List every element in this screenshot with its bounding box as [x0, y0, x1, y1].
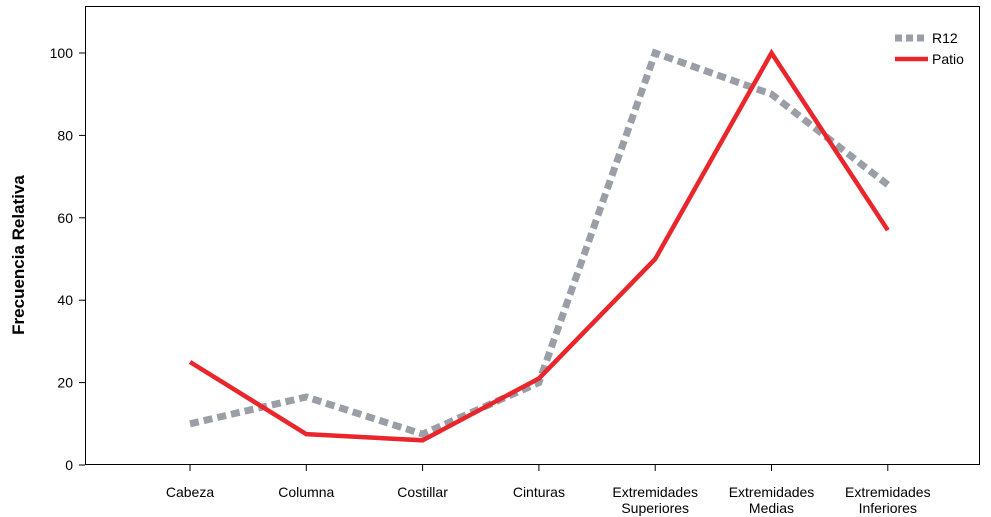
y-axis: 0 20 40 60 80 100	[50, 45, 85, 473]
x-tick-label-line: Superiores	[621, 500, 689, 516]
legend-label-r12: R12	[932, 30, 958, 46]
series-line-patio	[188, 48, 890, 443]
y-tick-label: 20	[57, 375, 73, 391]
x-tick-label-line: Extremidades	[845, 484, 931, 500]
legend-label-patio: Patio	[932, 51, 964, 67]
x-tick-label: Cabeza	[166, 484, 214, 500]
y-tick-label: 40	[57, 292, 73, 308]
x-tick-label: Extremidades Inferiores	[845, 484, 931, 516]
x-tick-label: Cinturas	[513, 484, 565, 500]
series-layer	[188, 48, 890, 443]
y-axis-title: Frecuencia Relativa	[9, 175, 28, 335]
x-tick-label-line: Columna	[278, 484, 334, 500]
series-line-r12	[189, 48, 890, 438]
plot-frame	[85, 6, 980, 465]
legend: R12 Patio	[895, 30, 964, 67]
x-tick-label: Extremidades Medias	[729, 484, 815, 516]
x-tick-label-line: Cinturas	[513, 484, 565, 500]
y-tick-label: 60	[57, 210, 73, 226]
y-tick-label: 0	[65, 457, 73, 473]
x-tick-label-line: Inferiores	[859, 500, 917, 516]
x-tick-label-line: Extremidades	[729, 484, 815, 500]
x-tick-label-line: Costillar	[397, 484, 448, 500]
x-tick-label-line: Medias	[749, 500, 794, 516]
y-tick-label: 100	[50, 45, 74, 61]
x-tick-label: Extremidades Superiores	[612, 484, 698, 516]
y-tick-label: 80	[57, 127, 73, 143]
x-tick-label-line: Cabeza	[166, 484, 214, 500]
x-tick-label: Columna	[278, 484, 334, 500]
x-tick-label: Costillar	[397, 484, 448, 500]
x-tick-label-line: Extremidades	[612, 484, 698, 500]
x-axis: Cabeza Columna Costillar Cinturas Extremidad…	[166, 465, 931, 516]
